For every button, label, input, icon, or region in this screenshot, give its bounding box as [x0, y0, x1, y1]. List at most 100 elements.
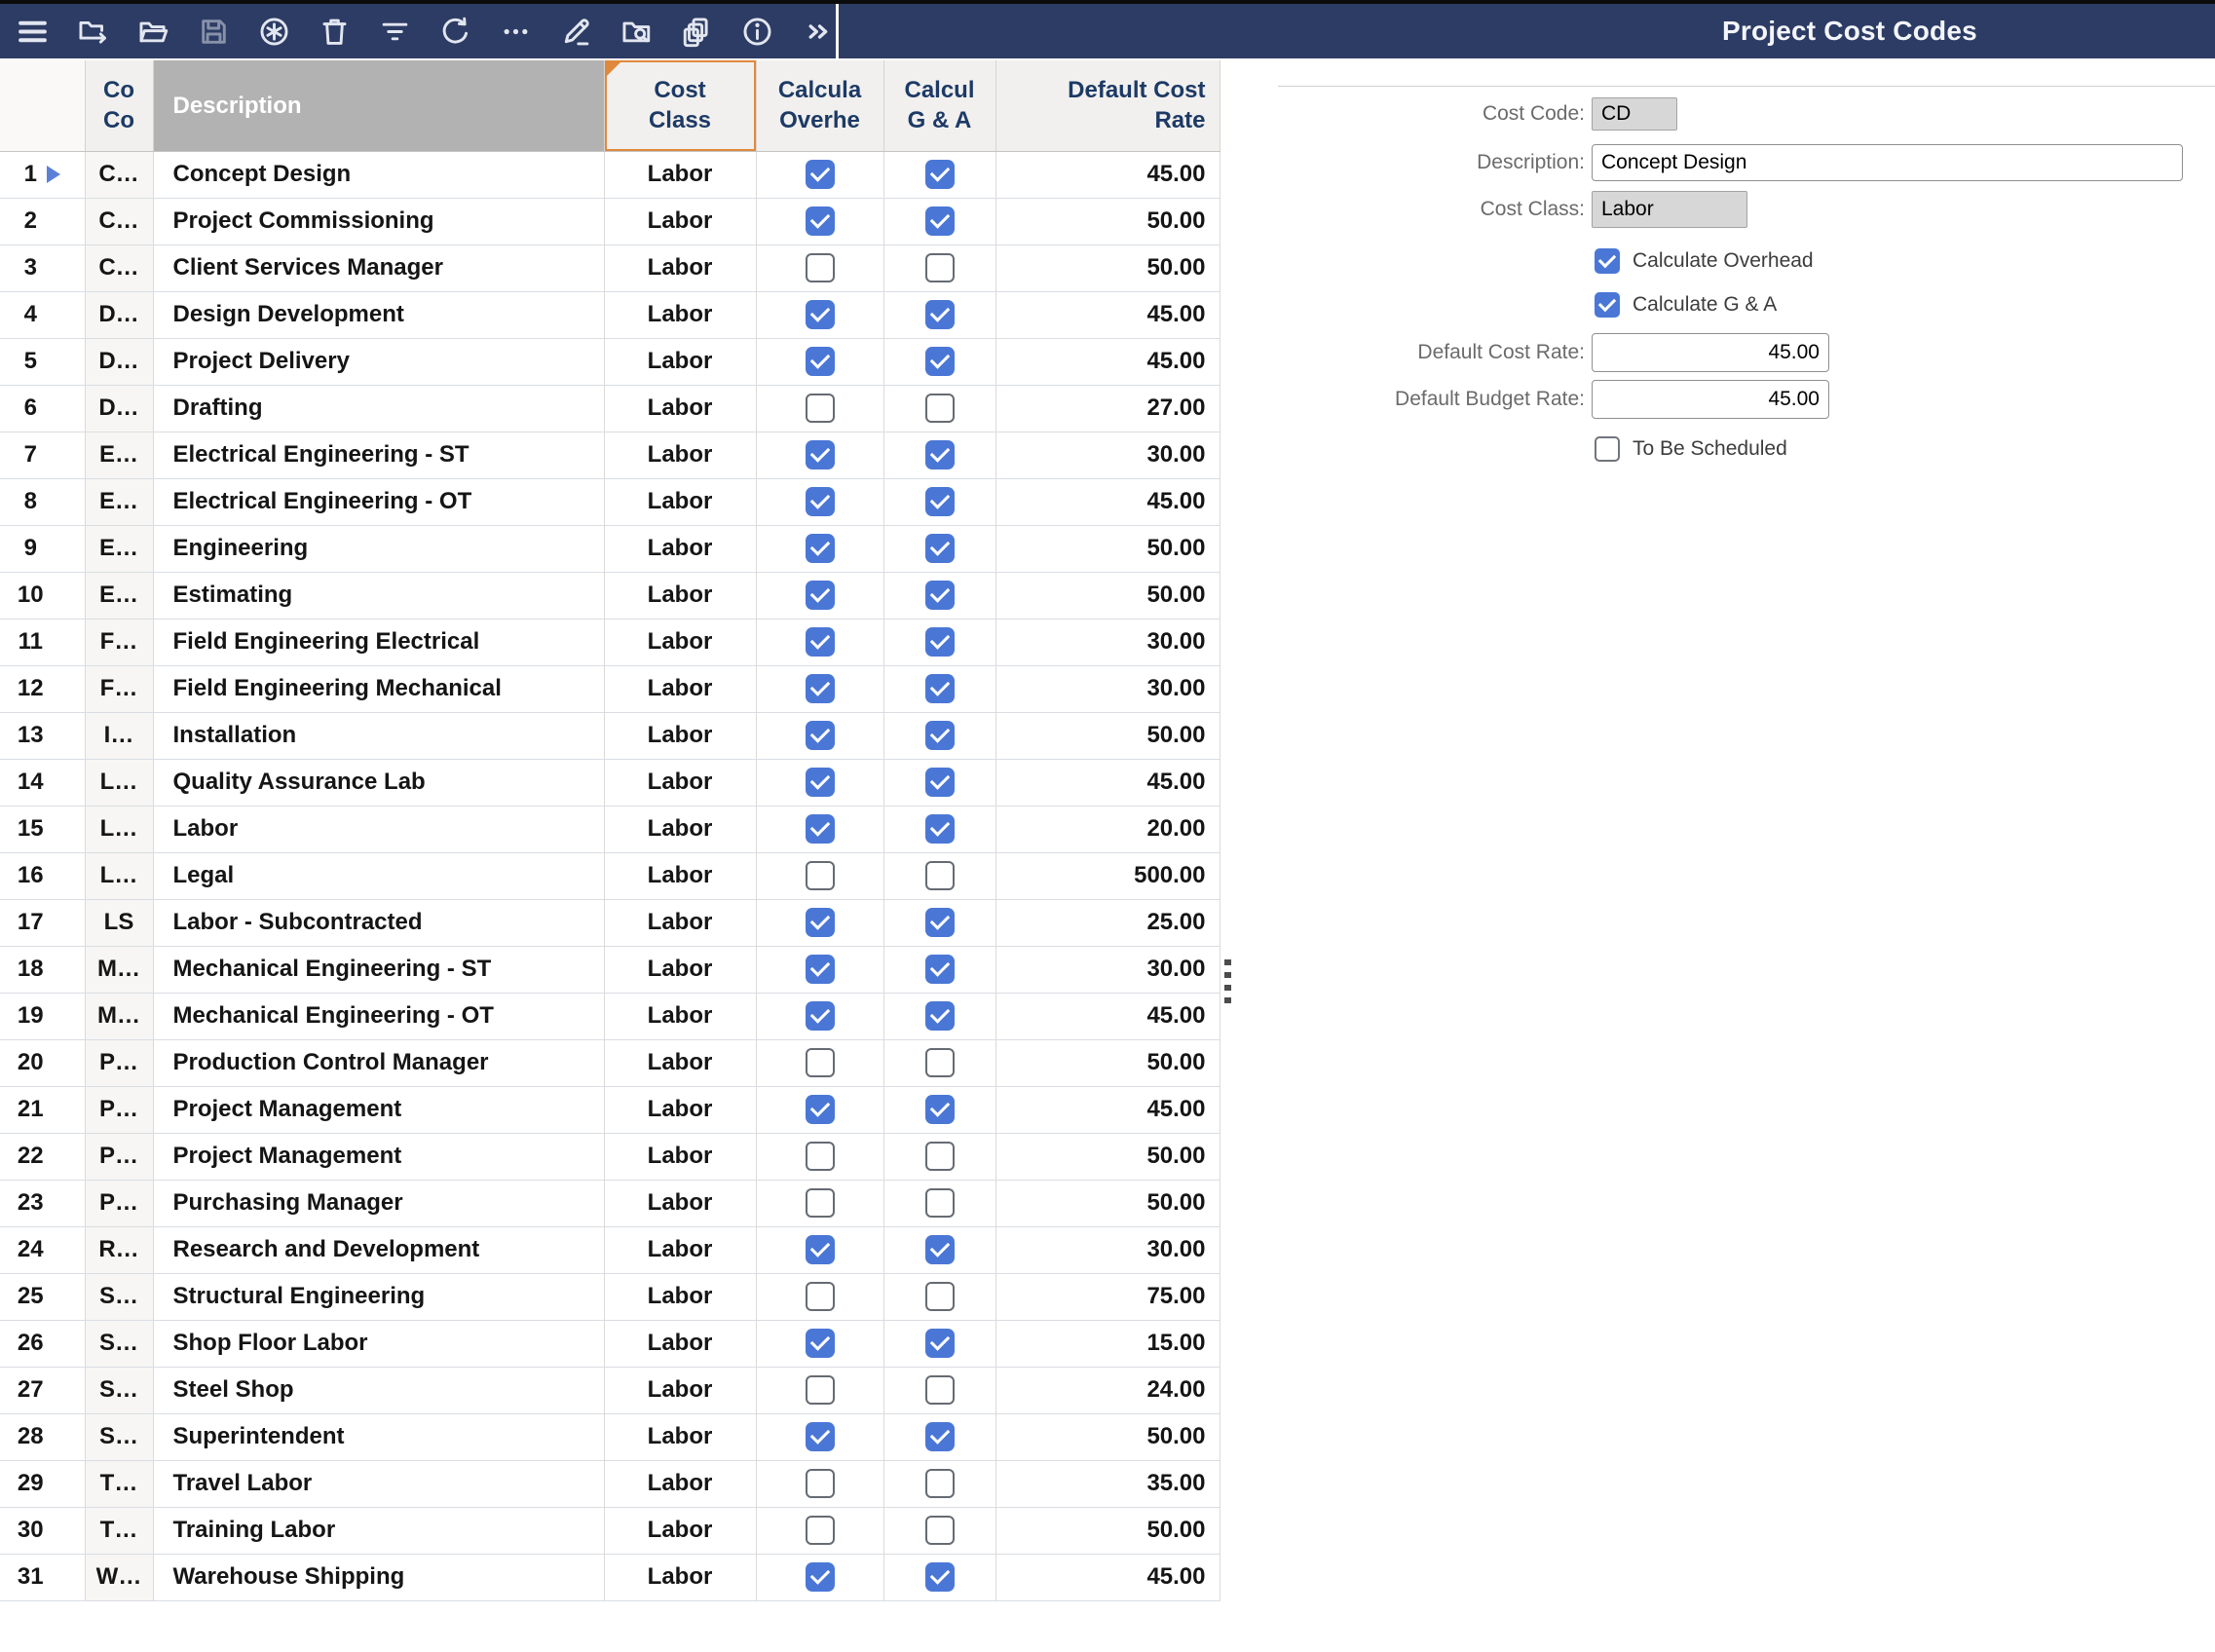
row-calculate-overhead-checkbox[interactable]	[805, 206, 835, 236]
table-row[interactable]: 30 T… Training Labor Labor 50.00	[0, 1507, 1220, 1555]
cell-default-cost-rate[interactable]: 45.00	[995, 338, 1220, 386]
cell-cost-class[interactable]: Labor	[604, 946, 757, 994]
cell-cost-class[interactable]: Labor	[604, 993, 757, 1040]
row-calculate-ga-checkbox[interactable]	[924, 1235, 955, 1264]
cell-description[interactable]: Shop Floor Labor	[153, 1320, 605, 1368]
cell-calculate-ga[interactable]	[883, 198, 996, 245]
cell-cost-code[interactable]: L…	[85, 759, 154, 807]
row-calculate-ga-checkbox[interactable]	[924, 1375, 955, 1405]
cell-description[interactable]: Purchasing Manager	[153, 1180, 605, 1227]
cell-calculate-ga[interactable]	[883, 1086, 996, 1134]
table-row[interactable]: 27 S… Steel Shop Labor 24.00	[0, 1367, 1220, 1414]
row-calculate-ga-checkbox[interactable]	[924, 534, 955, 563]
cell-cost-code[interactable]: S…	[85, 1273, 154, 1321]
cell-default-cost-rate[interactable]: 30.00	[995, 432, 1220, 479]
row-calculate-overhead-checkbox[interactable]	[805, 487, 835, 516]
cell-default-cost-rate[interactable]: 50.00	[995, 572, 1220, 620]
cell-description[interactable]: Labor - Subcontracted	[153, 899, 605, 947]
copy-pages-icon[interactable]	[680, 15, 714, 49]
cell-description[interactable]: Field Engineering Mechanical	[153, 665, 605, 713]
cell-row-number[interactable]: 4	[0, 291, 86, 339]
cell-cost-code[interactable]: M…	[85, 946, 154, 994]
cell-cost-class[interactable]: Labor	[604, 1367, 757, 1414]
cell-row-number[interactable]: 18	[0, 946, 86, 994]
cell-row-number[interactable]: 7	[0, 432, 86, 479]
ellipsis-icon[interactable]	[499, 15, 533, 49]
cell-description[interactable]: Project Management	[153, 1086, 605, 1134]
row-calculate-overhead-checkbox[interactable]	[805, 1235, 835, 1264]
table-row[interactable]: 7 E… Electrical Engineering - ST Labor 30.00	[0, 432, 1220, 479]
row-calculate-overhead-checkbox[interactable]	[805, 814, 835, 844]
cell-row-number[interactable]: 25	[0, 1273, 86, 1321]
cell-calculate-overhead[interactable]	[756, 806, 884, 853]
cell-cost-class[interactable]: Labor	[604, 432, 757, 479]
cell-row-number[interactable]: 26	[0, 1320, 86, 1368]
cell-default-cost-rate[interactable]: 30.00	[995, 946, 1220, 994]
row-calculate-overhead-checkbox[interactable]	[805, 1095, 835, 1124]
row-calculate-ga-checkbox[interactable]	[924, 347, 955, 376]
cell-cost-code[interactable]: E…	[85, 478, 154, 526]
cell-cost-code[interactable]: W…	[85, 1554, 154, 1601]
cell-cost-code[interactable]: M…	[85, 993, 154, 1040]
cell-default-cost-rate[interactable]: 45.00	[995, 1086, 1220, 1134]
cell-description[interactable]: Electrical Engineering - ST	[153, 432, 605, 479]
cell-calculate-ga[interactable]	[883, 1180, 996, 1227]
cell-calculate-overhead[interactable]	[756, 1554, 884, 1601]
cell-calculate-ga[interactable]	[883, 525, 996, 573]
cell-calculate-overhead[interactable]	[756, 432, 884, 479]
cell-row-number[interactable]: 15	[0, 806, 86, 853]
cell-description[interactable]: Labor	[153, 806, 605, 853]
cell-calculate-ga[interactable]	[883, 1133, 996, 1181]
cell-default-cost-rate[interactable]: 45.00	[995, 993, 1220, 1040]
trash-icon[interactable]	[318, 15, 352, 49]
cell-default-cost-rate[interactable]: 25.00	[995, 899, 1220, 947]
cell-calculate-overhead[interactable]	[756, 946, 884, 994]
default-cost-rate-field[interactable]	[1592, 333, 1829, 372]
description-field[interactable]	[1592, 144, 2183, 181]
cell-calculate-overhead[interactable]	[756, 665, 884, 713]
cell-calculate-ga[interactable]	[883, 1507, 996, 1555]
cell-row-number[interactable]: 16	[0, 852, 86, 900]
table-row[interactable]: 5 D… Project Delivery Labor 45.00	[0, 338, 1220, 386]
cell-calculate-ga[interactable]	[883, 385, 996, 432]
row-calculate-overhead-checkbox[interactable]	[805, 721, 835, 750]
cell-cost-class[interactable]: Labor	[604, 1554, 757, 1601]
cell-calculate-overhead[interactable]	[756, 478, 884, 526]
cell-row-number[interactable]: 22	[0, 1133, 86, 1181]
cell-cost-class[interactable]: Labor	[604, 759, 757, 807]
cell-cost-class[interactable]: Labor	[604, 291, 757, 339]
cell-cost-code[interactable]: L…	[85, 852, 154, 900]
cell-cost-class[interactable]: Labor	[604, 1180, 757, 1227]
row-calculate-overhead-checkbox[interactable]	[805, 1375, 835, 1405]
cell-default-cost-rate[interactable]: 45.00	[995, 151, 1220, 199]
row-calculate-ga-checkbox[interactable]	[924, 908, 955, 937]
cell-calculate-ga[interactable]	[883, 478, 996, 526]
cell-cost-code[interactable]: E…	[85, 572, 154, 620]
table-row[interactable]: 9 E… Engineering Labor 50.00	[0, 525, 1220, 573]
cell-default-cost-rate[interactable]: 30.00	[995, 665, 1220, 713]
cell-cost-code[interactable]: F…	[85, 619, 154, 666]
cell-description[interactable]: Concept Design	[153, 151, 605, 199]
cell-calculate-overhead[interactable]	[756, 1226, 884, 1274]
cell-cost-code[interactable]: C…	[85, 198, 154, 245]
row-calculate-overhead-checkbox[interactable]	[805, 1329, 835, 1358]
row-calculate-ga-checkbox[interactable]	[924, 861, 955, 890]
table-row[interactable]: 10 E… Estimating Labor 50.00	[0, 572, 1220, 620]
row-calculate-ga-checkbox[interactable]	[924, 253, 955, 282]
table-row[interactable]: 6 D… Drafting Labor 27.00	[0, 385, 1220, 432]
cell-default-cost-rate[interactable]: 50.00	[995, 1133, 1220, 1181]
row-calculate-overhead-checkbox[interactable]	[805, 861, 835, 890]
cell-cost-class[interactable]: Labor	[604, 151, 757, 199]
chevrons-right-icon[interactable]	[801, 15, 835, 49]
cell-description[interactable]: Production Control Manager	[153, 1039, 605, 1087]
splitter-handle[interactable]	[1224, 959, 1231, 1003]
cell-row-number[interactable]: 30	[0, 1507, 86, 1555]
cell-calculate-overhead[interactable]	[756, 1507, 884, 1555]
cell-cost-class[interactable]: Labor	[604, 1320, 757, 1368]
cell-row-number[interactable]: 1	[0, 151, 86, 199]
cell-cost-code[interactable]: P…	[85, 1133, 154, 1181]
table-row[interactable]: 13 I… Installation Labor 50.00	[0, 712, 1220, 760]
table-row[interactable]: 4 D… Design Development Labor 45.00	[0, 291, 1220, 339]
cell-cost-code[interactable]: L…	[85, 806, 154, 853]
row-calculate-overhead-checkbox[interactable]	[805, 768, 835, 797]
